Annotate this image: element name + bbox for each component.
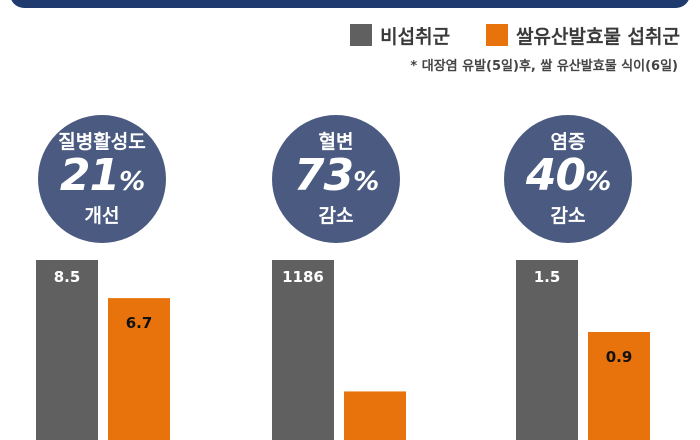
- bubble-number: 21: [59, 150, 120, 201]
- bubble-number: 40: [525, 150, 586, 201]
- bar-panel1-control: [36, 260, 98, 440]
- bubble-bottom-label: 감소: [318, 205, 354, 227]
- bubble-unit: %: [119, 167, 145, 197]
- chart-legend: 비섭취군 쌀유산발효물 섭취군: [350, 22, 680, 48]
- bubble-unit: %: [585, 167, 611, 197]
- legend-item-treatment: 쌀유산발효물 섭취군: [486, 22, 680, 49]
- bubble-bottom-label: 감소: [550, 205, 586, 227]
- bubble-top-label: 질병활성도: [58, 131, 146, 153]
- legend-label-control: 비섭취군: [380, 25, 451, 48]
- bar-value-label: 8.5: [54, 268, 81, 286]
- bar-panel2-treatment: [344, 391, 406, 440]
- legend-label-treatment: 쌀유산발효물 섭취군: [516, 25, 680, 48]
- bubble-value: 21%: [59, 150, 145, 205]
- legend-swatch-control: [350, 24, 373, 46]
- legend-swatch-treatment: [486, 24, 509, 46]
- bar-value-label: 0.9: [606, 348, 633, 366]
- footnote: * 대장염 유발(5일)후, 쌀 유산발효물 식이(6일): [410, 59, 678, 74]
- bubble-value: 40%: [525, 150, 611, 205]
- header-banner: [10, 0, 690, 8]
- bar-panel2-control: [272, 260, 334, 440]
- bubble-value: 73%: [293, 150, 379, 205]
- bar-value-label: 1186: [282, 268, 324, 286]
- bubble-bottom-label: 개선: [84, 205, 120, 227]
- bubble-unit: %: [353, 167, 379, 197]
- bubble-top-label: 혈변: [318, 131, 354, 153]
- bubble-bloody-stool: 혈변 73% 감소: [272, 115, 400, 243]
- bubble-number: 73: [293, 150, 354, 201]
- bar-panel3-control: [516, 260, 578, 440]
- bar-value-label: 1.5: [534, 268, 561, 286]
- bubble-inflammation: 염증 40% 감소: [504, 115, 632, 243]
- bar-panel3-treatment: [588, 332, 650, 440]
- bubble-top-label: 염증: [550, 131, 586, 153]
- bubble-disease-activity: 질병활성도 21% 개선: [38, 115, 166, 243]
- legend-item-control: 비섭취군: [350, 22, 450, 49]
- bar-value-label: 6.7: [126, 314, 153, 332]
- bar-panel1-treatment: [108, 298, 170, 440]
